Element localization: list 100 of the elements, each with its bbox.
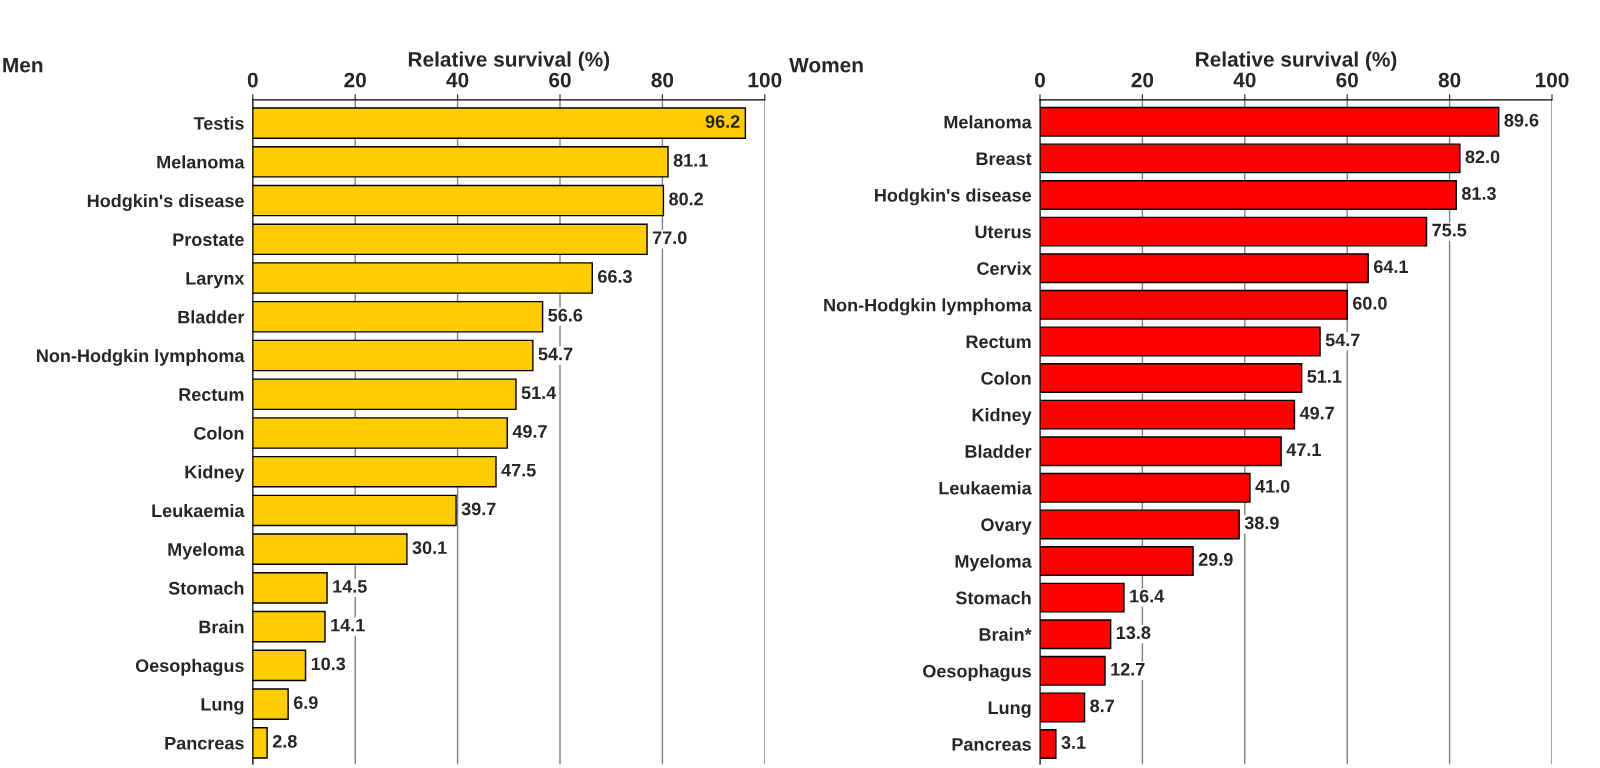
data-label: 82.0: [1465, 150, 1500, 164]
y-tick-label: Larynx: [186, 272, 245, 289]
data-label: 49.7: [1299, 406, 1334, 420]
data-label: 89.6: [1504, 113, 1539, 127]
data-label: 38.9: [1244, 516, 1279, 530]
x-tick-label: 0: [1035, 72, 1045, 88]
y-tick-label: Myeloma: [955, 554, 1032, 572]
data-label: 30.1: [412, 541, 447, 555]
bar: [252, 494, 457, 527]
data-label: 39.7: [461, 502, 496, 516]
bar: [252, 572, 328, 604]
bar: [252, 727, 268, 759]
x-tick-label: 100: [748, 72, 782, 88]
bar: [252, 107, 747, 139]
data-label: 80.2: [669, 192, 703, 206]
data-label: 96.2: [705, 115, 740, 128]
data-label: 66.3: [598, 270, 632, 283]
data-label: 12.7: [1111, 662, 1145, 676]
data-label: 16.4: [1130, 589, 1165, 603]
y-tick-label: Hodgkin's disease: [875, 188, 1032, 206]
y-tick-label: Prostate: [173, 233, 244, 247]
y-tick-label: Pancreas: [952, 738, 1031, 751]
y-tick-label: Testis: [193, 116, 244, 130]
bar: [252, 610, 326, 643]
x-tick-label: 60: [1336, 72, 1358, 88]
bar: [252, 533, 408, 565]
y-tick-label: Ovary: [981, 518, 1032, 535]
y-tick-label: Pancreas: [165, 736, 244, 750]
y-tick-label: Stomach: [168, 581, 244, 595]
x-tick-label: 40: [446, 72, 469, 88]
y-tick-label: Non-Hodgkin lymphoma: [824, 298, 1032, 316]
x-tick-label: 100: [1535, 72, 1569, 88]
y-tick-label: Kidney: [185, 465, 245, 482]
data-label: 75.5: [1432, 223, 1467, 237]
y-tick-label: Colon: [194, 426, 244, 440]
y-tick-label: Kidney: [972, 408, 1032, 425]
x-tick-label: 20: [344, 72, 366, 88]
x-tick-label: 20: [1131, 72, 1154, 88]
bar: [252, 184, 665, 217]
y-tick-label: Uterus: [975, 225, 1031, 239]
data-label: 14.5: [333, 580, 367, 593]
bar: [252, 378, 517, 411]
data-label: 81.1: [673, 153, 708, 167]
y-tick-label: Bladder: [178, 310, 245, 324]
data-label: 81.3: [1461, 187, 1496, 200]
data-label: 2.8: [272, 734, 297, 748]
y-tick-label: Non-Hodgkin lymphoma: [37, 348, 245, 366]
data-label: 49.7: [512, 425, 547, 438]
x-axis-title: Relative survival (%): [1196, 51, 1397, 71]
y-tick-label: Myeloma: [168, 542, 245, 560]
y-tick-label: Melanoma: [157, 155, 245, 169]
x-tick-label: 40: [1233, 72, 1256, 88]
bar: [252, 455, 497, 488]
y-tick-label: Hodgkin's disease: [87, 194, 244, 211]
x-tick-label: 0: [247, 72, 258, 88]
bar: [252, 300, 544, 333]
data-label: 29.9: [1198, 553, 1233, 566]
data-label: 14.1: [331, 618, 365, 632]
data-label: 54.7: [1325, 333, 1360, 347]
data-label: 51.4: [521, 386, 557, 400]
y-tick-label: Lung: [201, 698, 244, 715]
text: Women: [789, 57, 863, 73]
data-label: 47.5: [501, 463, 536, 477]
bar: [252, 688, 289, 720]
bar: [252, 146, 669, 178]
text: Men: [3, 57, 43, 73]
y-tick-label: Leukaemia: [939, 481, 1032, 495]
data-label: 56.6: [548, 308, 583, 322]
bar: [252, 223, 648, 256]
y-tick-label: Leukaemia: [152, 503, 245, 518]
data-label: 3.1: [1061, 736, 1086, 749]
y-tick-label: Cervix: [977, 261, 1032, 275]
data-label: 60.0: [1352, 296, 1387, 310]
bar: [252, 339, 534, 372]
bar: [252, 417, 508, 449]
y-tick-label: Bladder: [965, 444, 1032, 458]
data-label: 47.1: [1286, 443, 1321, 456]
y-tick-label: Rectum: [179, 388, 244, 401]
y-tick-label: Oesophagus: [135, 658, 244, 676]
y-tick-label: Rectum: [966, 335, 1031, 349]
data-label: 10.3: [311, 657, 346, 671]
x-tick-label: 60: [549, 72, 571, 88]
y-tick-label: Melanoma: [944, 115, 1032, 129]
data-label: 41.0: [1255, 479, 1290, 493]
bar: [252, 649, 307, 682]
data-label: 77.0: [652, 231, 687, 245]
y-tick-label: Stomach: [955, 591, 1031, 605]
x-tick-label: 80: [1438, 72, 1461, 88]
y-tick-label: Brain*: [979, 627, 1032, 641]
data-label: 8.7: [1090, 699, 1114, 713]
x-axis-title: Relative survival (%): [408, 51, 610, 71]
data-label: 64.1: [1373, 260, 1408, 274]
data-label: 6.9: [293, 696, 318, 709]
data-label: 13.8: [1116, 626, 1151, 640]
y-tick-label: Brain: [199, 620, 244, 634]
y-tick-label: Breast: [976, 152, 1032, 166]
y-tick-label: Lung: [988, 701, 1031, 718]
data-label: 54.7: [538, 347, 573, 361]
y-tick-label: Oesophagus: [923, 664, 1031, 682]
data-label: 51.1: [1307, 370, 1342, 383]
